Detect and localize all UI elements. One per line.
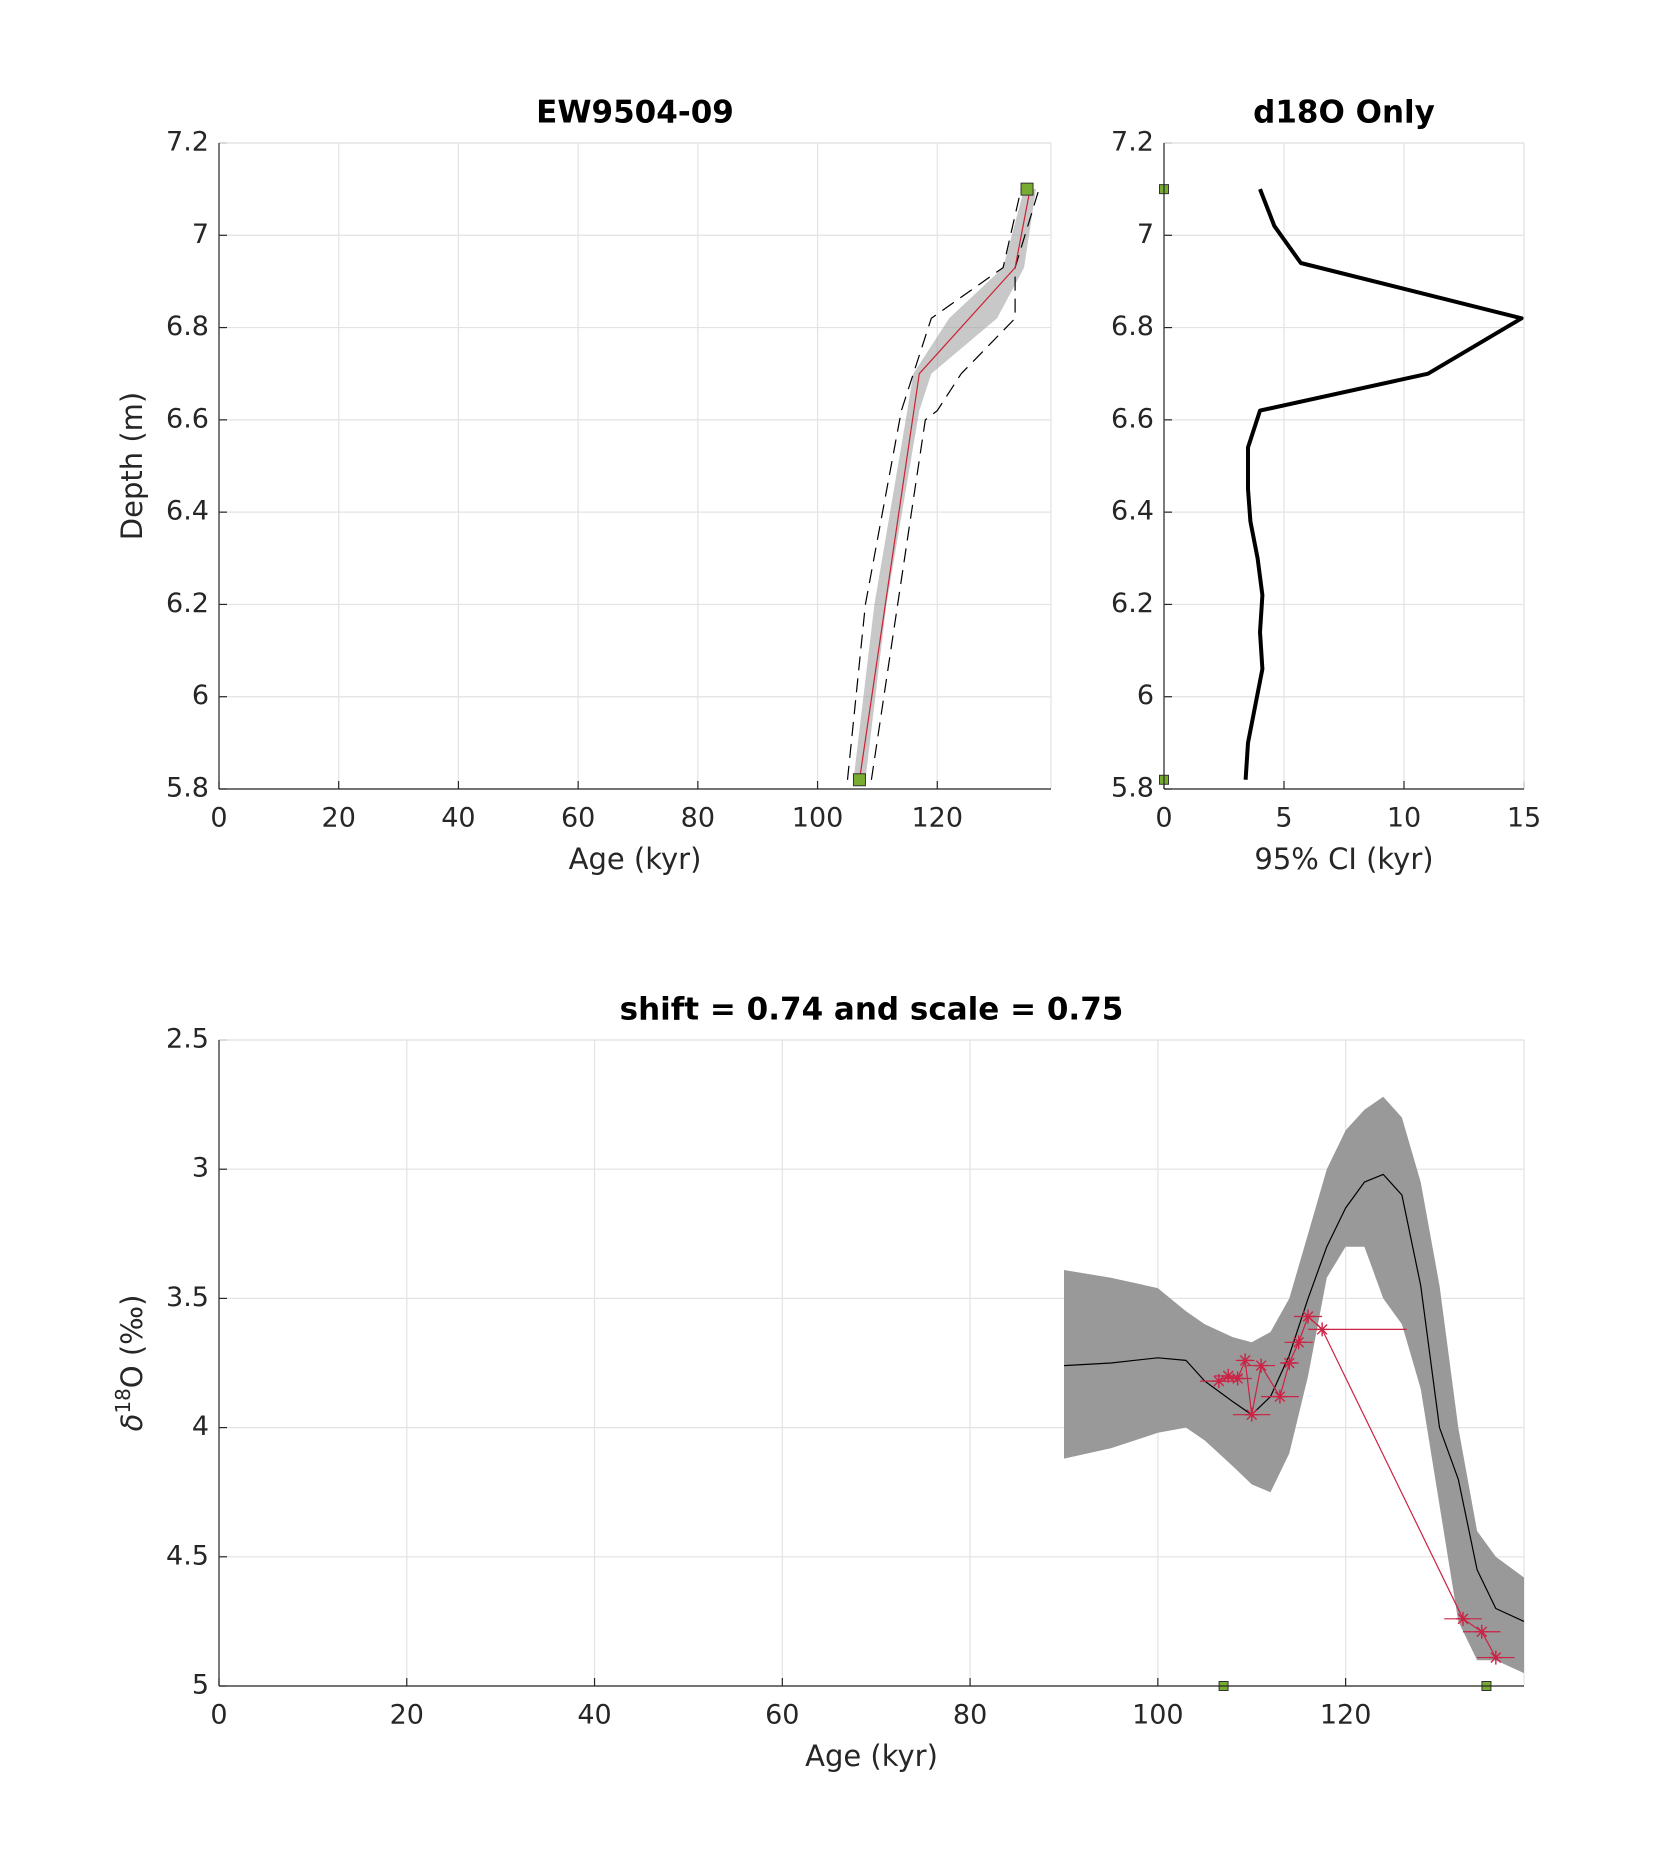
y-tick-label: 4 — [192, 1411, 209, 1442]
x-tick-label: 15 — [1507, 803, 1541, 834]
data-point — [1291, 1335, 1306, 1350]
data-point — [1254, 1358, 1269, 1373]
y-tick-label: 6.2 — [166, 588, 209, 619]
x-tick-label: 20 — [322, 803, 356, 834]
data-line — [1063, 1173, 1525, 1622]
y-tick-label: 5.8 — [1111, 773, 1154, 804]
chart-title: shift = 0.74 and scale = 0.75 — [620, 992, 1124, 1028]
x-axis-label: 95% CI (kyr) — [1254, 842, 1433, 876]
y-tick-label: 3.5 — [166, 1282, 209, 1313]
y-tick-label: 6.4 — [166, 496, 209, 527]
x-axis-label: Age (kyr) — [805, 1739, 938, 1773]
data-point — [1474, 1624, 1489, 1639]
x-tick-label: 60 — [765, 1700, 799, 1731]
plot-area — [1159, 184, 1524, 785]
x-tick-label: 20 — [390, 1700, 424, 1731]
y-tick-label: 7 — [1137, 219, 1154, 250]
y-tick-label: 6.8 — [166, 311, 209, 342]
axes: 2.5 3 3.5 4 4.5 50 20 40 60 80 100 120 — [166, 1024, 1525, 1731]
data-point — [1272, 1389, 1287, 1404]
data-line — [858, 188, 1031, 780]
data-line — [1243, 188, 1524, 780]
y-tick-label: 7.2 — [1111, 127, 1154, 158]
confidence-band — [1064, 1096, 1524, 1674]
data-point — [1238, 1353, 1253, 1368]
chart-title: EW9504-09 — [536, 95, 734, 131]
x-tick-label: 0 — [1155, 803, 1172, 834]
y-tick-label: 4.5 — [166, 1540, 209, 1571]
data-point — [1488, 1650, 1503, 1665]
x-tick-label: 40 — [441, 803, 475, 834]
y-tick-label: 5.8 — [166, 773, 209, 804]
y-tick-label: 5 — [192, 1670, 209, 1701]
axes: 5.8 6 6.2 6.4 6.6 6.8 7 7.2 0 20 40 60 80 100 120 — [166, 127, 1052, 834]
ensemble-band — [853, 189, 1036, 780]
data-line — [846, 188, 1022, 780]
label-symbol: δ — [115, 1414, 149, 1432]
y-axis-label: Depth (m) — [115, 392, 149, 540]
chart-title: d18O Only — [1253, 95, 1435, 131]
x-tick-label: 100 — [792, 803, 844, 834]
y-tick-label: 6 — [192, 680, 209, 711]
y-tick-label: 6.6 — [1111, 403, 1154, 434]
tie-point — [852, 773, 866, 787]
plot-area — [1063, 1096, 1525, 1691]
x-tick-label: 120 — [1320, 1700, 1372, 1731]
x-tick-label: 0 — [210, 1700, 227, 1731]
axes: 5.8 6 6.2 6.4 6.6 6.8 7 7.2 0 5 10 15 — [1111, 127, 1541, 834]
data-point — [1230, 1371, 1245, 1386]
label-superscript: 18 — [111, 1388, 135, 1413]
data-point — [1282, 1356, 1297, 1370]
data-point — [1455, 1611, 1470, 1626]
x-tick-label: 40 — [577, 1700, 611, 1731]
y-tick-label: 6.8 — [1111, 311, 1154, 342]
data-point — [1221, 1368, 1236, 1383]
tie-point — [1020, 182, 1034, 196]
y-tick-label: 6 — [1137, 680, 1154, 711]
y-tick-label: 6.6 — [166, 403, 209, 434]
y-tick-label: 3 — [192, 1153, 209, 1184]
y-tick-label: 7.2 — [166, 127, 209, 158]
y-axis-label: δ18O (‰) — [111, 1295, 150, 1432]
data-point — [1315, 1322, 1330, 1337]
y-tick-label: 7 — [192, 219, 209, 250]
x-axis-label: Age (kyr) — [569, 842, 702, 876]
x-tick-label: 5 — [1275, 803, 1292, 834]
x-tick-label: 60 — [561, 803, 595, 834]
x-tick-label: 80 — [681, 803, 715, 834]
data-point — [1244, 1407, 1259, 1422]
x-tick-label: 100 — [1132, 1700, 1184, 1731]
data-point — [1301, 1309, 1316, 1324]
x-tick-label: 10 — [1387, 803, 1421, 834]
label-text: O (‰) — [115, 1295, 149, 1389]
x-tick-label: 0 — [210, 803, 227, 834]
y-tick-label: 2.5 — [166, 1024, 209, 1055]
plot-area — [846, 182, 1040, 787]
x-tick-label: 80 — [953, 1700, 987, 1731]
y-tick-label: 6.4 — [1111, 496, 1154, 527]
y-tick-label: 6.2 — [1111, 588, 1154, 619]
data-point — [1211, 1374, 1226, 1389]
x-tick-label: 120 — [911, 803, 963, 834]
